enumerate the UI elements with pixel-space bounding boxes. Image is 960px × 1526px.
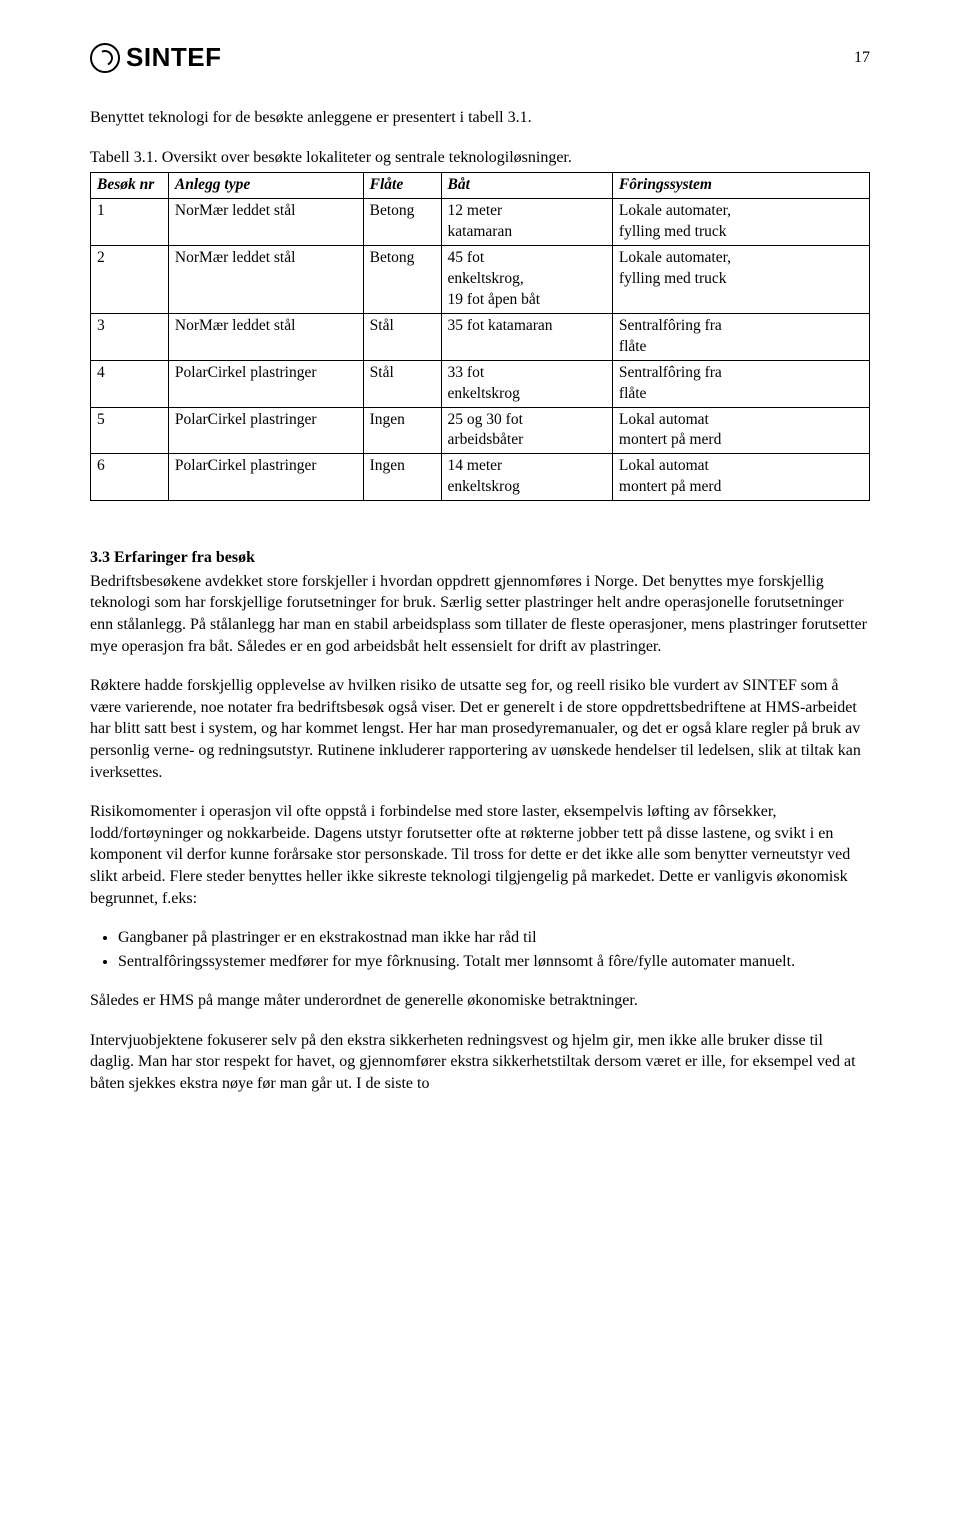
body-paragraph: Bedriftsbesøkene avdekket store forskjel…: [90, 571, 870, 657]
table-row: 5PolarCirkel plastringerIngen25 og 30 fo…: [91, 407, 870, 454]
table-cell: 35 fot katamaran: [441, 313, 612, 360]
page-header: SINTEF 17: [90, 40, 870, 75]
table-cell: Stål: [363, 360, 441, 407]
table-cell: NorMær leddet stål: [168, 199, 363, 246]
table-caption: Tabell 3.1. Oversikt over besøkte lokali…: [90, 147, 870, 169]
table-cell: Lokale automater, fylling med truck: [612, 246, 869, 314]
table-cell: Lokal automat montert på merd: [612, 454, 869, 501]
table-cell: PolarCirkel plastringer: [168, 407, 363, 454]
table-cell: 45 fot enkeltskrog, 19 fot åpen båt: [441, 246, 612, 314]
table-cell: Lokal automat montert på merd: [612, 407, 869, 454]
table-cell: 33 fot enkeltskrog: [441, 360, 612, 407]
table-header: Fôringssystem: [612, 173, 869, 199]
table-row: 4PolarCirkel plastringerStål33 fot enkel…: [91, 360, 870, 407]
table-cell: Sentralfôring fra flåte: [612, 360, 869, 407]
bullet-item: Gangbaner på plastringer er en ekstrakos…: [118, 927, 870, 949]
table-header: Båt: [441, 173, 612, 199]
table-cell: 1: [91, 199, 169, 246]
table-cell: PolarCirkel plastringer: [168, 360, 363, 407]
table-cell: Betong: [363, 199, 441, 246]
table-cell: Ingen: [363, 407, 441, 454]
technology-table: Besøk nr Anlegg type Flåte Båt Fôringssy…: [90, 172, 870, 501]
table-cell: Betong: [363, 246, 441, 314]
body-paragraph: Således er HMS på mange måter underordne…: [90, 990, 870, 1012]
body-paragraph: Risikomomenter i operasjon vil ofte opps…: [90, 801, 870, 909]
table-cell: 4: [91, 360, 169, 407]
table-cell: 12 meter katamaran: [441, 199, 612, 246]
bullet-item: Sentralfôringssystemer medfører for mye …: [118, 951, 870, 973]
table-row: 2NorMær leddet stålBetong45 fot enkeltsk…: [91, 246, 870, 314]
table-row: 3NorMær leddet stålStål35 fot katamaranS…: [91, 313, 870, 360]
table-cell: Ingen: [363, 454, 441, 501]
table-cell: 3: [91, 313, 169, 360]
sintef-logo-text: SINTEF: [126, 40, 221, 75]
table-cell: 5: [91, 407, 169, 454]
sintef-logo-mark-icon: [90, 43, 120, 73]
table-header: Anlegg type: [168, 173, 363, 199]
table-cell: 14 meter enkeltskrog: [441, 454, 612, 501]
table-cell: Stål: [363, 313, 441, 360]
table-cell: 25 og 30 fot arbeidsbåter: [441, 407, 612, 454]
table-cell: Sentralfôring fra flåte: [612, 313, 869, 360]
bullet-list: Gangbaner på plastringer er en ekstrakos…: [118, 927, 870, 972]
table-cell: 2: [91, 246, 169, 314]
table-header: Besøk nr: [91, 173, 169, 199]
sintef-logo: SINTEF: [90, 40, 221, 75]
body-paragraph: Intervjuobjektene fokuserer selv på den …: [90, 1030, 870, 1095]
table-row: 6PolarCirkel plastringerIngen14 meter en…: [91, 454, 870, 501]
table-header: Flåte: [363, 173, 441, 199]
section-heading: 3.3 Erfaringer fra besøk: [90, 547, 870, 569]
table-cell: NorMær leddet stål: [168, 313, 363, 360]
table-cell: Lokale automater, fylling med truck: [612, 199, 869, 246]
table-cell: PolarCirkel plastringer: [168, 454, 363, 501]
page-number: 17: [854, 47, 870, 69]
table-header-row: Besøk nr Anlegg type Flåte Båt Fôringssy…: [91, 173, 870, 199]
table-cell: 6: [91, 454, 169, 501]
table-cell: NorMær leddet stål: [168, 246, 363, 314]
body-paragraph: Røktere hadde forskjellig opplevelse av …: [90, 675, 870, 783]
intro-paragraph: Benyttet teknologi for de besøkte anlegg…: [90, 107, 870, 129]
table-row: 1NorMær leddet stålBetong12 meter katama…: [91, 199, 870, 246]
